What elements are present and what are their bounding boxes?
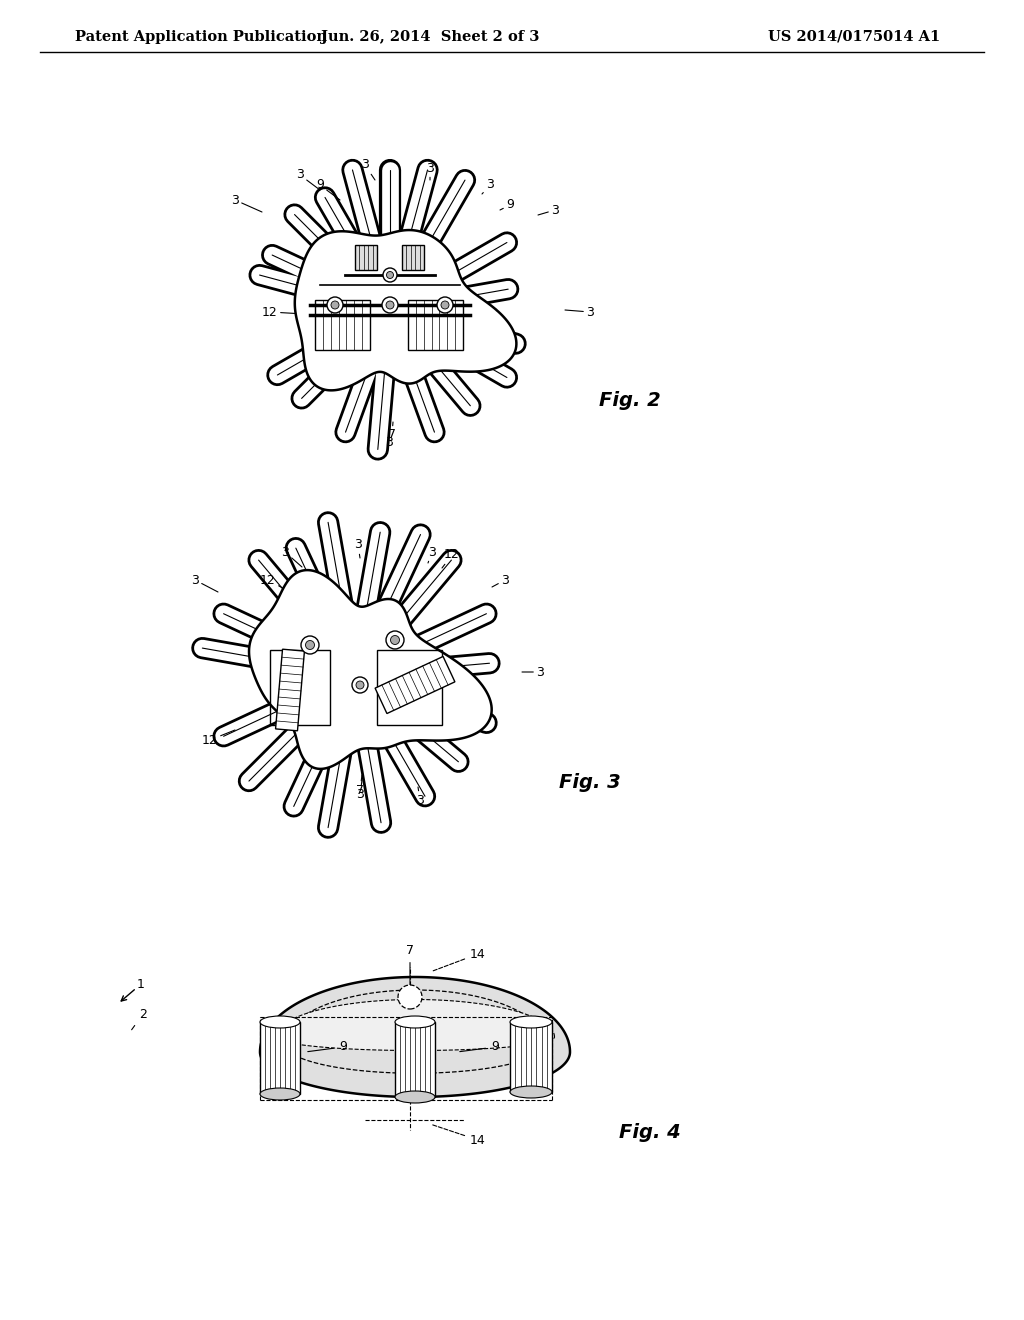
Text: 3: 3	[492, 573, 509, 587]
Bar	[395, 1022, 435, 1097]
Text: 14: 14	[432, 1125, 485, 1147]
Bar	[408, 300, 463, 350]
Text: 7: 7	[356, 775, 364, 796]
Text: 3: 3	[416, 787, 424, 807]
Bar	[402, 246, 424, 271]
Polygon shape	[275, 999, 555, 1051]
Polygon shape	[295, 230, 516, 391]
Text: 3: 3	[538, 203, 559, 216]
Ellipse shape	[395, 1016, 435, 1028]
Circle shape	[383, 268, 397, 282]
Text: 14: 14	[432, 948, 485, 972]
Circle shape	[305, 640, 314, 649]
Text: 3: 3	[231, 194, 262, 213]
Text: 3: 3	[361, 158, 375, 180]
Text: 3: 3	[281, 545, 302, 568]
Text: 3: 3	[191, 573, 218, 591]
Text: 3: 3	[426, 161, 434, 180]
Circle shape	[437, 297, 453, 313]
Circle shape	[331, 301, 339, 309]
Ellipse shape	[395, 1092, 435, 1104]
Text: 3: 3	[565, 305, 594, 318]
Text: 7: 7	[406, 944, 414, 997]
Text: 12: 12	[260, 573, 290, 591]
Circle shape	[386, 272, 393, 279]
Circle shape	[390, 635, 399, 644]
Text: Jun. 26, 2014  Sheet 2 of 3: Jun. 26, 2014 Sheet 2 of 3	[321, 30, 540, 44]
Polygon shape	[249, 570, 492, 768]
Text: Fig. 2: Fig. 2	[599, 391, 660, 409]
Circle shape	[386, 631, 404, 649]
Text: 7: 7	[346, 715, 355, 731]
Bar	[355, 246, 377, 271]
Circle shape	[382, 297, 398, 313]
Circle shape	[352, 677, 368, 693]
Text: 3: 3	[354, 539, 361, 558]
Ellipse shape	[510, 1016, 552, 1028]
Text: 3: 3	[385, 430, 393, 449]
Text: 3: 3	[428, 545, 436, 564]
Polygon shape	[375, 656, 455, 714]
Text: US 2014/0175014 A1: US 2014/0175014 A1	[768, 30, 940, 44]
Ellipse shape	[260, 1016, 300, 1028]
Polygon shape	[260, 977, 570, 1097]
Circle shape	[386, 301, 394, 309]
Text: 9: 9	[478, 704, 492, 717]
Text: 2: 2	[132, 1007, 147, 1030]
Text: 1: 1	[121, 978, 145, 1001]
Text: 9: 9	[500, 198, 514, 211]
Text: 7: 7	[406, 304, 414, 317]
Text: 9: 9	[316, 178, 340, 201]
Circle shape	[356, 681, 364, 689]
Bar	[260, 1022, 300, 1094]
Text: 3: 3	[482, 178, 494, 194]
Text: 9: 9	[460, 1040, 499, 1053]
Text: 12: 12	[262, 305, 305, 318]
Text: 7: 7	[388, 422, 396, 441]
Circle shape	[327, 297, 343, 313]
Circle shape	[398, 985, 422, 1008]
Bar	[377, 649, 442, 725]
Text: 9: 9	[308, 1040, 347, 1053]
Ellipse shape	[510, 1086, 552, 1098]
Text: 3: 3	[356, 780, 364, 801]
Bar	[510, 1022, 552, 1092]
Circle shape	[441, 301, 449, 309]
Text: Fig. 3: Fig. 3	[559, 772, 621, 792]
Circle shape	[301, 636, 319, 653]
Bar	[270, 649, 330, 725]
Text: 12: 12	[442, 549, 460, 568]
Text: 3: 3	[296, 169, 319, 190]
Text: Fig. 4: Fig. 4	[620, 1122, 681, 1142]
Text: 12: 12	[202, 730, 234, 747]
Text: 3: 3	[522, 665, 544, 678]
Text: Patent Application Publication: Patent Application Publication	[75, 30, 327, 44]
Ellipse shape	[260, 1088, 300, 1100]
Bar	[315, 300, 370, 350]
Polygon shape	[275, 649, 304, 731]
